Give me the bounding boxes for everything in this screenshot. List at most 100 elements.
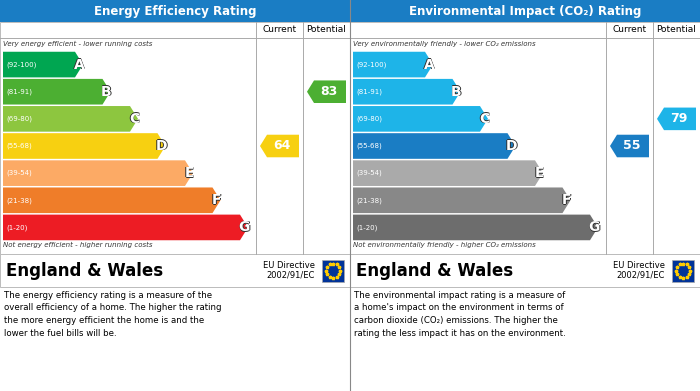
Text: C: C: [129, 112, 139, 126]
Text: Energy Efficiency Rating: Energy Efficiency Rating: [94, 5, 256, 18]
Text: F: F: [211, 194, 221, 208]
Text: A: A: [424, 57, 435, 71]
Text: F: F: [211, 193, 221, 207]
Text: B: B: [452, 84, 462, 98]
Text: C: C: [479, 111, 489, 126]
Text: (39-54): (39-54): [356, 170, 382, 176]
Text: F: F: [212, 193, 222, 207]
Polygon shape: [353, 106, 488, 132]
Text: A: A: [74, 57, 85, 72]
Text: (92-100): (92-100): [6, 61, 36, 68]
Text: E: E: [534, 166, 544, 180]
Text: The energy efficiency rating is a measure of the
overall efficiency of a home. T: The energy efficiency rating is a measur…: [4, 291, 221, 337]
Text: C: C: [129, 111, 139, 126]
Text: D: D: [505, 140, 517, 154]
Text: A: A: [424, 57, 435, 72]
Text: (1-20): (1-20): [6, 224, 27, 231]
Polygon shape: [610, 135, 649, 157]
Text: (55-68): (55-68): [356, 143, 382, 149]
Text: F: F: [561, 194, 571, 208]
Bar: [672, 260, 694, 282]
Text: F: F: [561, 193, 571, 207]
Text: D: D: [155, 139, 167, 153]
Polygon shape: [3, 52, 83, 77]
Polygon shape: [3, 106, 138, 132]
Text: 2002/91/EC: 2002/91/EC: [267, 271, 315, 280]
Text: B: B: [452, 85, 462, 99]
Text: G: G: [238, 220, 250, 234]
Text: 83: 83: [320, 85, 337, 98]
Text: E: E: [535, 166, 545, 180]
Text: Not environmentally friendly - higher CO₂ emissions: Not environmentally friendly - higher CO…: [353, 242, 536, 248]
Text: A: A: [423, 57, 434, 72]
Text: C: C: [129, 112, 139, 126]
Polygon shape: [3, 215, 248, 240]
Text: F: F: [562, 193, 572, 207]
Text: C: C: [128, 112, 139, 126]
Text: Environmental Impact (CO₂) Rating: Environmental Impact (CO₂) Rating: [409, 5, 641, 18]
Polygon shape: [3, 160, 193, 186]
Text: G: G: [588, 221, 599, 235]
Text: G: G: [589, 221, 600, 235]
Polygon shape: [3, 187, 220, 213]
Text: 55: 55: [623, 140, 640, 152]
Text: Very environmentally friendly - lower CO₂ emissions: Very environmentally friendly - lower CO…: [353, 41, 536, 47]
Text: England & Wales: England & Wales: [356, 262, 513, 280]
Polygon shape: [353, 79, 461, 104]
Text: (21-38): (21-38): [356, 197, 382, 204]
Text: F: F: [561, 193, 570, 207]
Text: Current: Current: [612, 25, 647, 34]
Text: D: D: [505, 139, 517, 153]
Text: G: G: [238, 221, 249, 235]
Text: D: D: [155, 138, 167, 152]
Text: (1-20): (1-20): [356, 224, 377, 231]
Polygon shape: [353, 215, 598, 240]
Text: G: G: [238, 221, 250, 235]
Text: Not energy efficient - higher running costs: Not energy efficient - higher running co…: [3, 242, 153, 248]
Text: (81-91): (81-91): [6, 88, 32, 95]
Text: 64: 64: [273, 140, 290, 152]
Text: C: C: [479, 112, 489, 126]
Text: D: D: [155, 140, 167, 154]
Text: B: B: [452, 85, 462, 99]
Text: D: D: [505, 138, 517, 152]
Text: Very energy efficient - lower running costs: Very energy efficient - lower running co…: [3, 41, 153, 47]
Text: B: B: [102, 84, 112, 98]
Text: F: F: [561, 193, 571, 207]
Text: G: G: [588, 220, 600, 234]
Bar: [350, 0, 700, 22]
Text: A: A: [424, 57, 435, 72]
Text: (39-54): (39-54): [6, 170, 32, 176]
Polygon shape: [353, 133, 515, 159]
Text: E: E: [533, 166, 543, 180]
Text: B: B: [102, 85, 112, 99]
Text: Potential: Potential: [657, 25, 696, 34]
Bar: [350, 254, 700, 287]
Text: E: E: [185, 166, 195, 180]
Text: B: B: [451, 85, 461, 99]
Text: C: C: [130, 112, 139, 126]
Text: G: G: [238, 221, 250, 235]
Text: (55-68): (55-68): [6, 143, 32, 149]
Text: A: A: [424, 58, 435, 72]
Text: (92-100): (92-100): [356, 61, 386, 68]
Text: (81-91): (81-91): [356, 88, 382, 95]
Polygon shape: [353, 160, 543, 186]
Text: EU Directive: EU Directive: [613, 261, 665, 270]
Text: Current: Current: [262, 25, 297, 34]
Text: (69-80): (69-80): [356, 116, 382, 122]
Polygon shape: [260, 135, 299, 157]
Text: A: A: [74, 57, 85, 71]
Bar: [0, 254, 350, 287]
Text: E: E: [184, 166, 194, 179]
Text: G: G: [588, 221, 600, 235]
Text: B: B: [101, 85, 111, 99]
Text: C: C: [480, 112, 489, 126]
Text: F: F: [211, 193, 221, 207]
Text: B: B: [452, 85, 462, 99]
Text: E: E: [534, 167, 544, 181]
Text: (69-80): (69-80): [6, 116, 32, 122]
Text: (21-38): (21-38): [6, 197, 32, 204]
Text: D: D: [506, 139, 518, 153]
Text: C: C: [479, 112, 489, 126]
